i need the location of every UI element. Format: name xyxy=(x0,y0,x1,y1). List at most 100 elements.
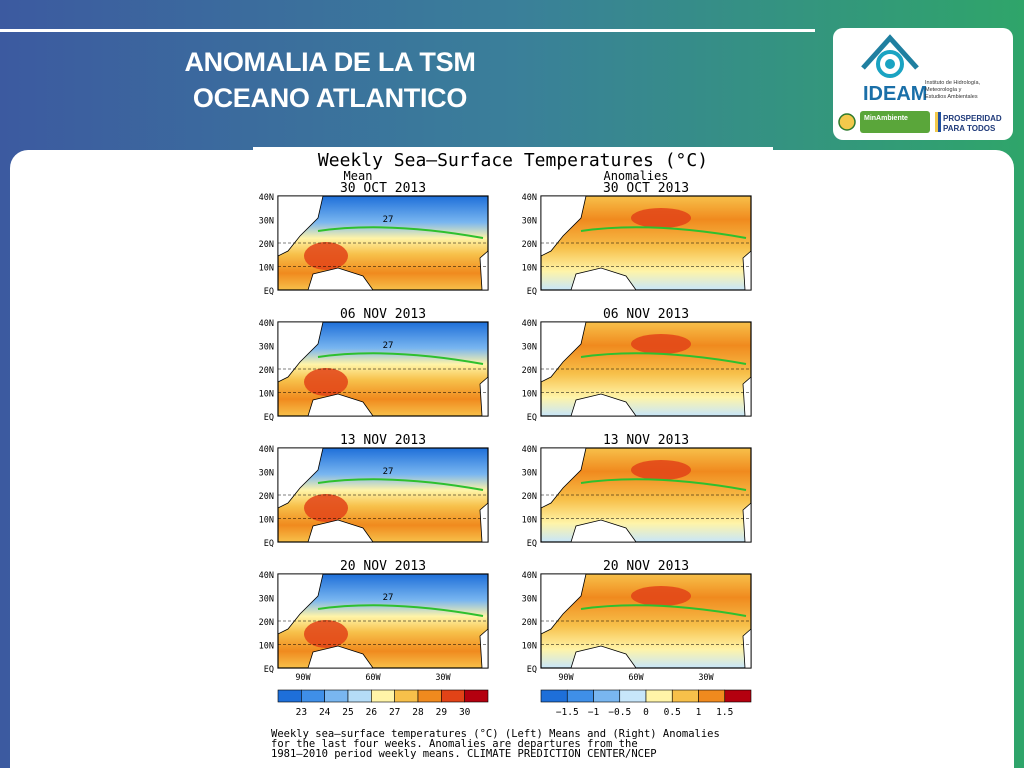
anom-colorbar-cell xyxy=(645,689,673,703)
mean-date-label-1: 06 NOV 2013 xyxy=(340,307,426,322)
ministry-badge xyxy=(860,111,930,133)
mean-lat-label-0-2: 20N xyxy=(259,240,274,250)
mean-colorbar-cell xyxy=(347,689,372,703)
coat-of-arms-icon xyxy=(838,113,856,131)
anom-map-0 xyxy=(540,195,752,291)
anom-lat-label-0-0: 40N xyxy=(522,193,537,203)
mean-lat-label-0-0: 40N xyxy=(259,193,274,203)
anom-lat-label-1-1: 30N xyxy=(522,343,537,353)
slogan-line-1: PROSPERIDAD xyxy=(943,114,1002,123)
ideam-logo: IDEAM Instituto de Hidrología, Meteorolo… xyxy=(838,34,1002,133)
anom-colorbar-cell xyxy=(593,689,621,703)
mean-lat-label-3-3: 10N xyxy=(259,642,274,652)
anom-lat-label-3-4: EQ xyxy=(527,665,537,675)
anom-date-label-1: 06 NOV 2013 xyxy=(603,307,689,322)
mean-date-label-0: 30 OCT 2013 xyxy=(340,181,426,196)
mean-lat-label-1-2: 20N xyxy=(259,366,274,376)
mean-lon-label-0: 90W xyxy=(295,673,311,683)
mean-colorbar-cell xyxy=(277,689,302,703)
anom-lat-label-3-0: 40N xyxy=(522,571,537,581)
mean-contour-label-2: 27 xyxy=(383,467,394,477)
mean-contour-label-0: 27 xyxy=(383,215,394,225)
anom-lon-label-1: 60W xyxy=(628,673,644,683)
anom-lon-label-0: 90W xyxy=(558,673,574,683)
anom-colorbar-label: 1 xyxy=(696,707,702,718)
anom-colorbar-label: −1 xyxy=(588,707,600,718)
mean-map-1 xyxy=(277,321,489,417)
anom-map-1 xyxy=(540,321,752,417)
anom-lat-label-3-1: 30N xyxy=(522,595,537,605)
anom-colorbar-cell xyxy=(671,689,699,703)
ideam-logo-box: IDEAM Instituto de Hidrología, Meteorolo… xyxy=(833,28,1013,140)
anom-colorbar-cell xyxy=(540,689,568,703)
mean-lon-label-1: 60W xyxy=(365,673,381,683)
mean-contour-label-1: 27 xyxy=(383,341,394,351)
anom-colorbar-label: −1.5 xyxy=(556,707,579,718)
anom-date-label-2: 13 NOV 2013 xyxy=(603,433,689,448)
mean-colorbar-cell xyxy=(417,689,442,703)
anom-date-label-0: 30 OCT 2013 xyxy=(603,181,689,196)
anom-lat-label-3-2: 20N xyxy=(522,618,537,628)
mean-map-2 xyxy=(277,447,489,543)
sst-figure: Weekly Sea—Surface Temperatures (°C) Mea… xyxy=(253,147,773,760)
mean-lat-label-0-4: EQ xyxy=(264,287,274,297)
mean-date-label-3: 20 NOV 2013 xyxy=(340,559,426,574)
house-roof-icon xyxy=(861,34,919,70)
anom-lat-label-2-1: 30N xyxy=(522,469,537,479)
anom-lat-label-1-4: EQ xyxy=(527,413,537,423)
caption-line-3: 1981—2010 period weekly means. CLIMATE P… xyxy=(271,748,657,760)
anom-lat-label-2-0: 40N xyxy=(522,445,537,455)
slide-title: ANOMALIA DE LA TSM OCEANO ATLANTICO xyxy=(0,44,660,116)
mean-lat-label-2-0: 40N xyxy=(259,445,274,455)
ideam-subtitle-2: Meteorología y xyxy=(925,87,962,93)
mean-lat-label-3-2: 20N xyxy=(259,618,274,628)
ideam-subtitle-3: Estudios Ambientales xyxy=(925,94,978,100)
header-rule xyxy=(0,29,815,32)
ideam-name: IDEAM xyxy=(863,83,927,105)
title-line-2: OCEANO ATLANTICO xyxy=(192,83,468,113)
anom-lon-label-2: 30W xyxy=(698,673,714,683)
anom-date-label-3: 20 NOV 2013 xyxy=(603,559,689,574)
mean-colorbar-cell xyxy=(301,689,325,703)
swirl-icon xyxy=(876,50,904,78)
anom-lat-label-0-1: 30N xyxy=(522,217,537,227)
mean-lat-label-1-3: 10N xyxy=(259,390,274,400)
anom-colorbar-label: 0 xyxy=(643,707,649,718)
mean-lat-label-1-4: EQ xyxy=(264,413,274,423)
mean-colorbar-cell xyxy=(441,689,465,703)
mean-colorbar-cell xyxy=(394,689,419,703)
anom-colorbar-cell xyxy=(698,689,726,703)
mean-header: Mean xyxy=(344,169,373,183)
mean-colorbar-cell xyxy=(371,689,395,703)
anom-colorbar-label: 0.5 xyxy=(664,707,681,718)
mean-lat-label-0-1: 30N xyxy=(259,217,274,227)
anom-map-3 xyxy=(540,573,752,669)
mean-lat-label-2-2: 20N xyxy=(259,492,274,502)
anom-lat-label-2-2: 20N xyxy=(522,492,537,502)
anom-lat-label-1-3: 10N xyxy=(522,390,537,400)
mean-lat-label-1-0: 40N xyxy=(259,319,274,329)
mean-lat-label-2-4: EQ xyxy=(264,539,274,549)
anomalies-header: Anomalies xyxy=(603,169,668,183)
anom-lat-label-1-2: 20N xyxy=(522,366,537,376)
mean-colorbar-label: 27 xyxy=(389,707,400,718)
anom-lat-label-0-3: 10N xyxy=(522,264,537,274)
slogan-line-2: PARA TODOS xyxy=(943,124,996,133)
figure-title: Weekly Sea—Surface Temperatures (°C) xyxy=(318,150,708,171)
mean-lat-label-3-0: 40N xyxy=(259,571,274,581)
mean-lat-label-1-1: 30N xyxy=(259,343,274,353)
anom-colorbar-cell xyxy=(724,689,752,703)
anom-lat-label-0-4: EQ xyxy=(527,287,537,297)
anom-colorbar-cell xyxy=(566,689,594,703)
mean-lat-label-0-3: 10N xyxy=(259,264,274,274)
anom-colorbar-label: −0.5 xyxy=(608,707,631,718)
anom-lat-label-2-4: EQ xyxy=(527,539,537,549)
mean-colorbar-label: 29 xyxy=(436,707,448,718)
anom-lat-label-0-2: 20N xyxy=(522,240,537,250)
mean-lat-label-3-4: EQ xyxy=(264,665,274,675)
mean-colorbar-cell xyxy=(464,689,489,703)
ministry-text: MinAmbiente xyxy=(864,115,908,122)
mean-map-3 xyxy=(277,573,489,669)
mean-lat-label-2-3: 10N xyxy=(259,516,274,526)
anom-lat-label-1-0: 40N xyxy=(522,319,537,329)
